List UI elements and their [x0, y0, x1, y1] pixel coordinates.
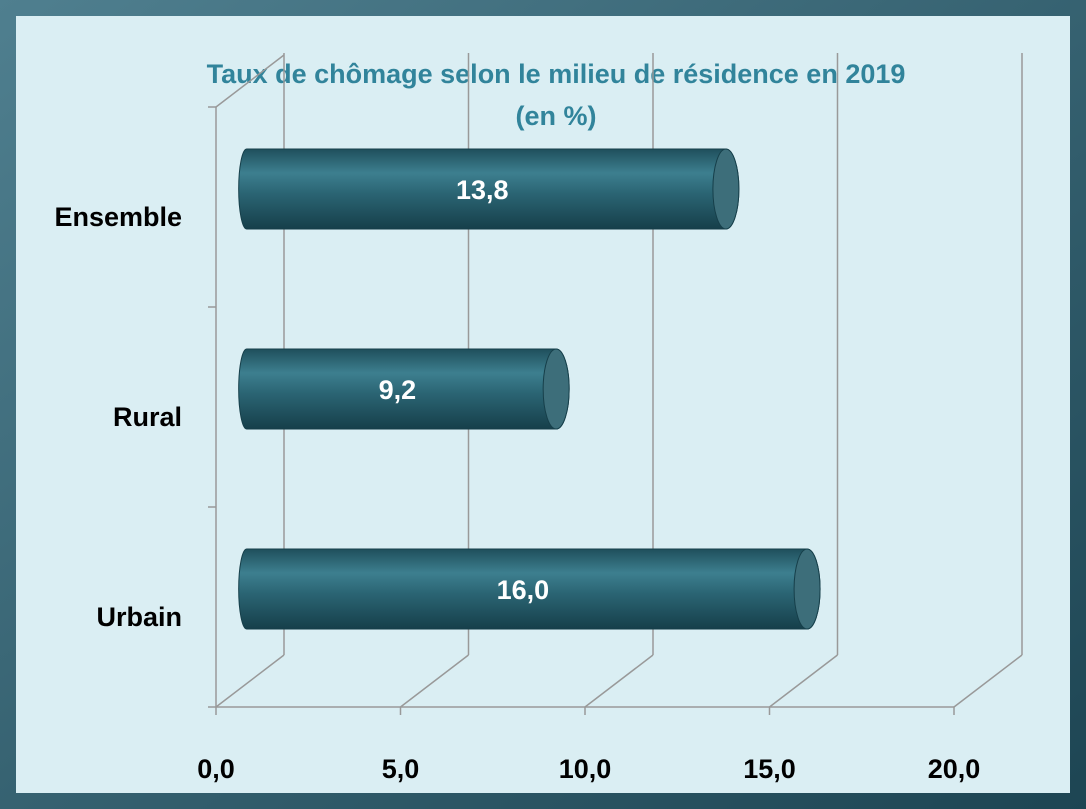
- chart-subtitle: (en %): [516, 101, 597, 131]
- grid-line: [584, 654, 654, 708]
- x-tick-label: 10,0: [559, 754, 612, 784]
- bar-cap: [542, 348, 570, 430]
- bar-cap: [712, 148, 740, 230]
- grid-line: [215, 654, 285, 708]
- grid-line: [400, 654, 469, 708]
- x-tick-label: 15,0: [743, 754, 796, 784]
- x-tick-label: 5,0: [382, 754, 420, 784]
- chart-title: Taux de chômage selon le milieu de résid…: [207, 59, 906, 89]
- value-label: 16,0: [497, 575, 550, 605]
- value-label: 9,2: [379, 375, 417, 405]
- y-tick-label: Ensemble: [54, 202, 182, 232]
- grid-line: [769, 654, 838, 708]
- value-label: 13,8: [456, 175, 509, 205]
- grid-line: [953, 654, 1023, 708]
- axis-line: [215, 54, 285, 108]
- x-tick-label: 0,0: [197, 754, 235, 784]
- x-tick-label: 20,0: [928, 754, 981, 784]
- y-tick-label: Urbain: [96, 602, 182, 632]
- y-tick-label: Rural: [113, 402, 182, 432]
- bar-cap: [793, 548, 821, 630]
